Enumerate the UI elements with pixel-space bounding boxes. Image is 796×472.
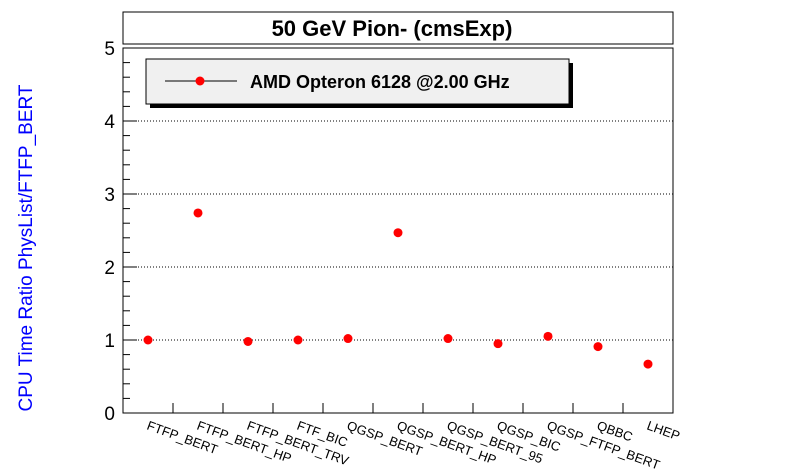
y-axis: 0 1 2 3 4 5 — [104, 39, 137, 425]
legend-label: AMD Opteron 6128 @2.00 GHz — [250, 72, 510, 92]
y-tick-label: 5 — [104, 39, 115, 60]
data-point — [393, 228, 403, 238]
data-point — [543, 331, 553, 341]
chart-title: 50 GeV Pion- (cmsExp) — [272, 16, 513, 41]
legend: AMD Opteron 6128 @2.00 GHz — [145, 58, 573, 108]
data-point — [643, 359, 653, 369]
plot-frame — [122, 47, 674, 414]
data-points — [143, 208, 653, 369]
title-frame — [122, 11, 674, 45]
data-point — [593, 342, 603, 352]
data-point — [293, 335, 303, 345]
y-tick-label: 1 — [104, 331, 115, 352]
data-point — [143, 335, 153, 345]
legend-marker — [195, 76, 205, 86]
y-axis-label: CPU Time Ratio PhysList/FTFP_BERT — [16, 84, 37, 411]
data-point — [343, 334, 353, 344]
data-point — [493, 339, 503, 349]
y-tick-label: 4 — [104, 112, 115, 133]
data-point — [443, 334, 453, 344]
data-point — [243, 336, 253, 346]
title-box: 50 GeV Pion- (cmsExp) — [122, 11, 674, 45]
y-tick-label: 2 — [104, 258, 115, 279]
x-tick-label: LHEP — [645, 418, 682, 444]
data-point — [193, 208, 203, 218]
y-tick-label: 3 — [104, 185, 115, 206]
y-tick-label: 0 — [104, 404, 115, 425]
